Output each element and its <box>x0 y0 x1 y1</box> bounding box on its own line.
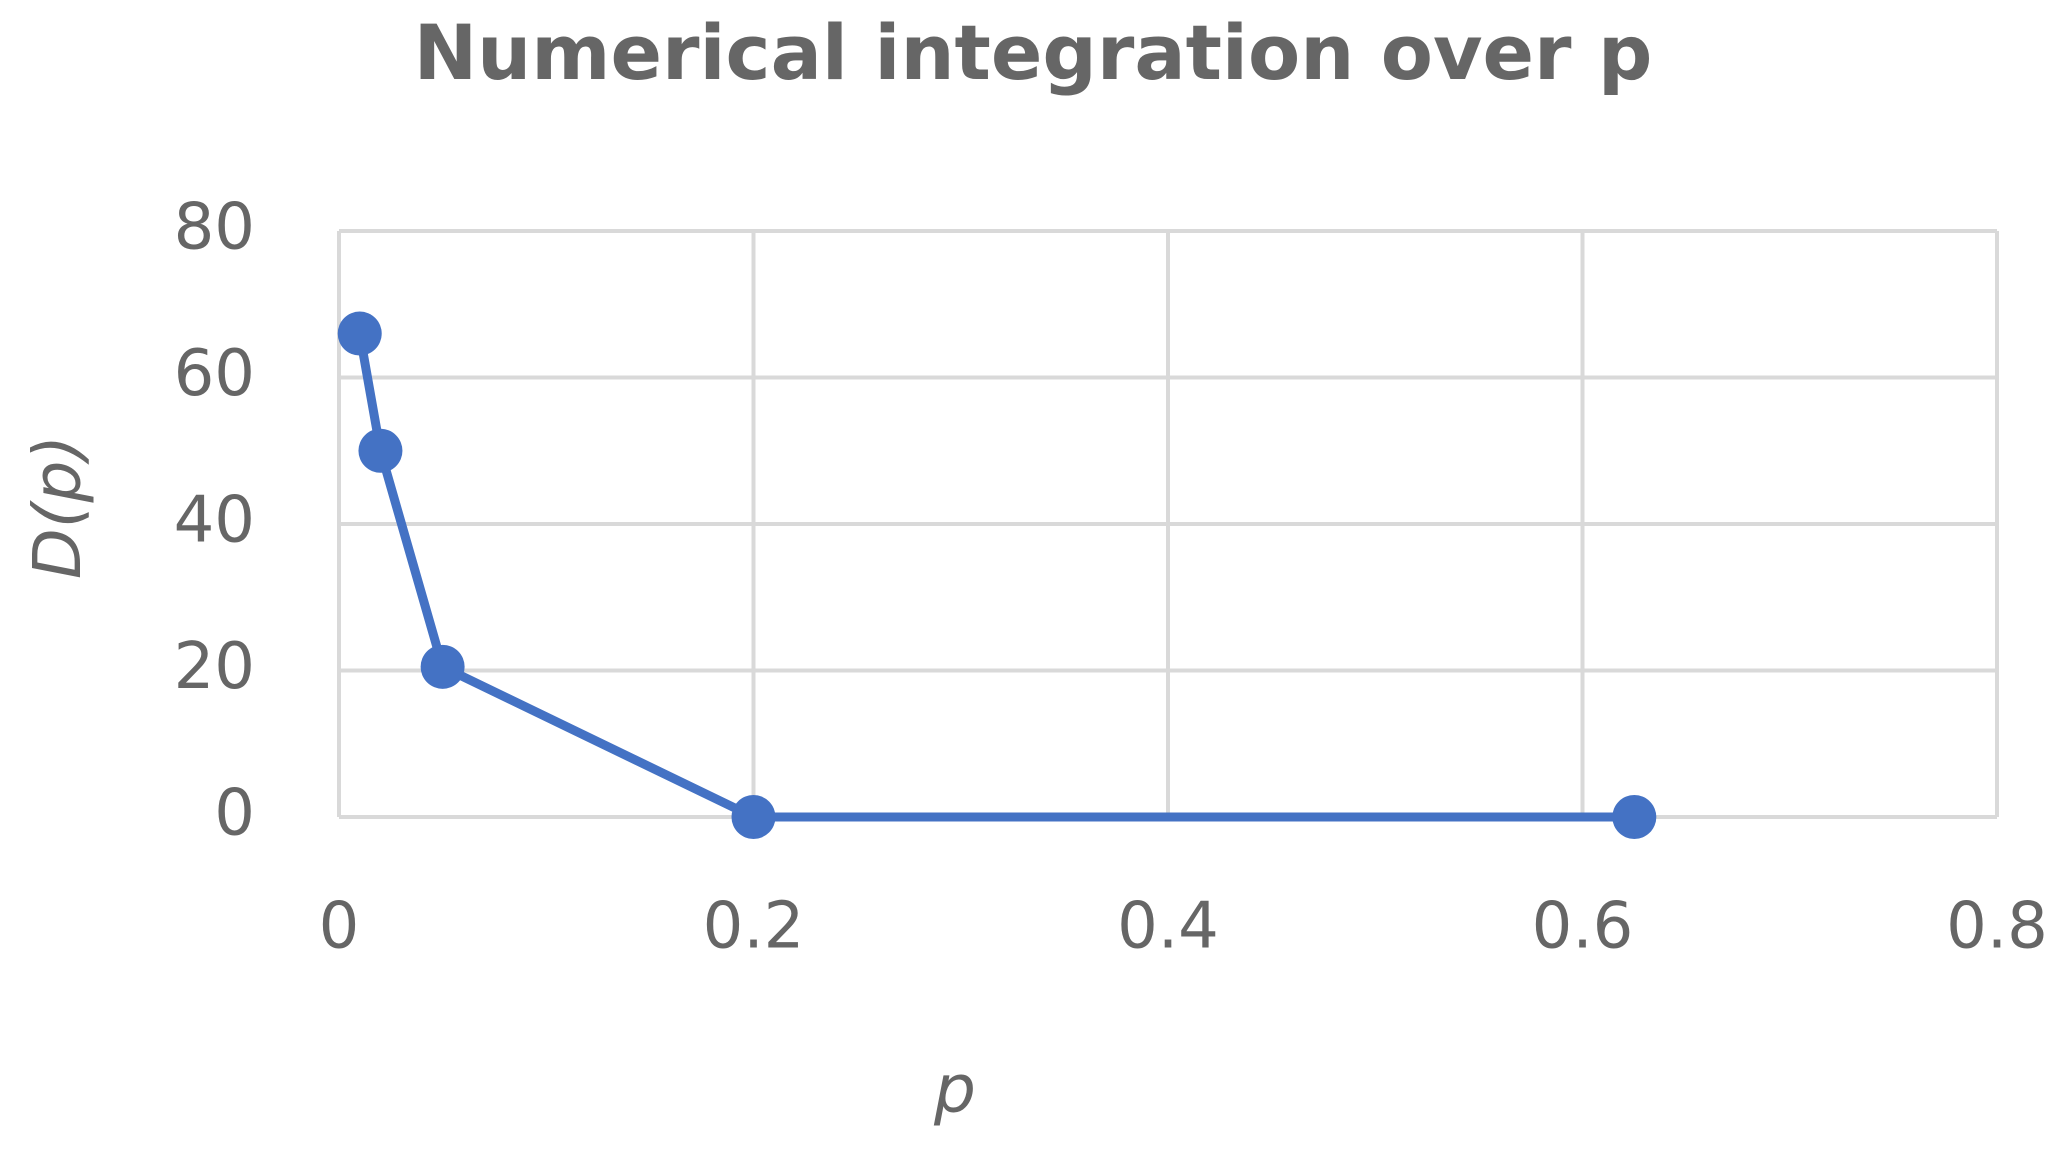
x-axis-label: p <box>933 1051 976 1128</box>
x-tick-label: 0.2 <box>703 890 805 964</box>
data-line <box>355 332 1635 822</box>
y-tick-label: 60 <box>174 337 255 411</box>
x-tick-label: 0.4 <box>1117 890 1219 964</box>
data-point <box>731 795 776 839</box>
data-point <box>337 311 382 356</box>
x-tick-label: 0 <box>319 890 360 964</box>
x-tick-label: 0.6 <box>1532 890 1634 964</box>
y-tick-label: 80 <box>174 191 255 265</box>
data-point <box>1612 795 1657 839</box>
y-tick-label: 0 <box>214 777 255 851</box>
y-axis-label: D(p) <box>19 435 96 579</box>
data-point <box>420 644 465 689</box>
data-point <box>358 428 403 473</box>
chart-title: Numerical integration over p <box>414 8 1653 97</box>
y-tick-label: 40 <box>174 484 255 558</box>
x-tick-label: 0.8 <box>1946 890 2048 964</box>
y-tick-label: 20 <box>174 630 255 704</box>
